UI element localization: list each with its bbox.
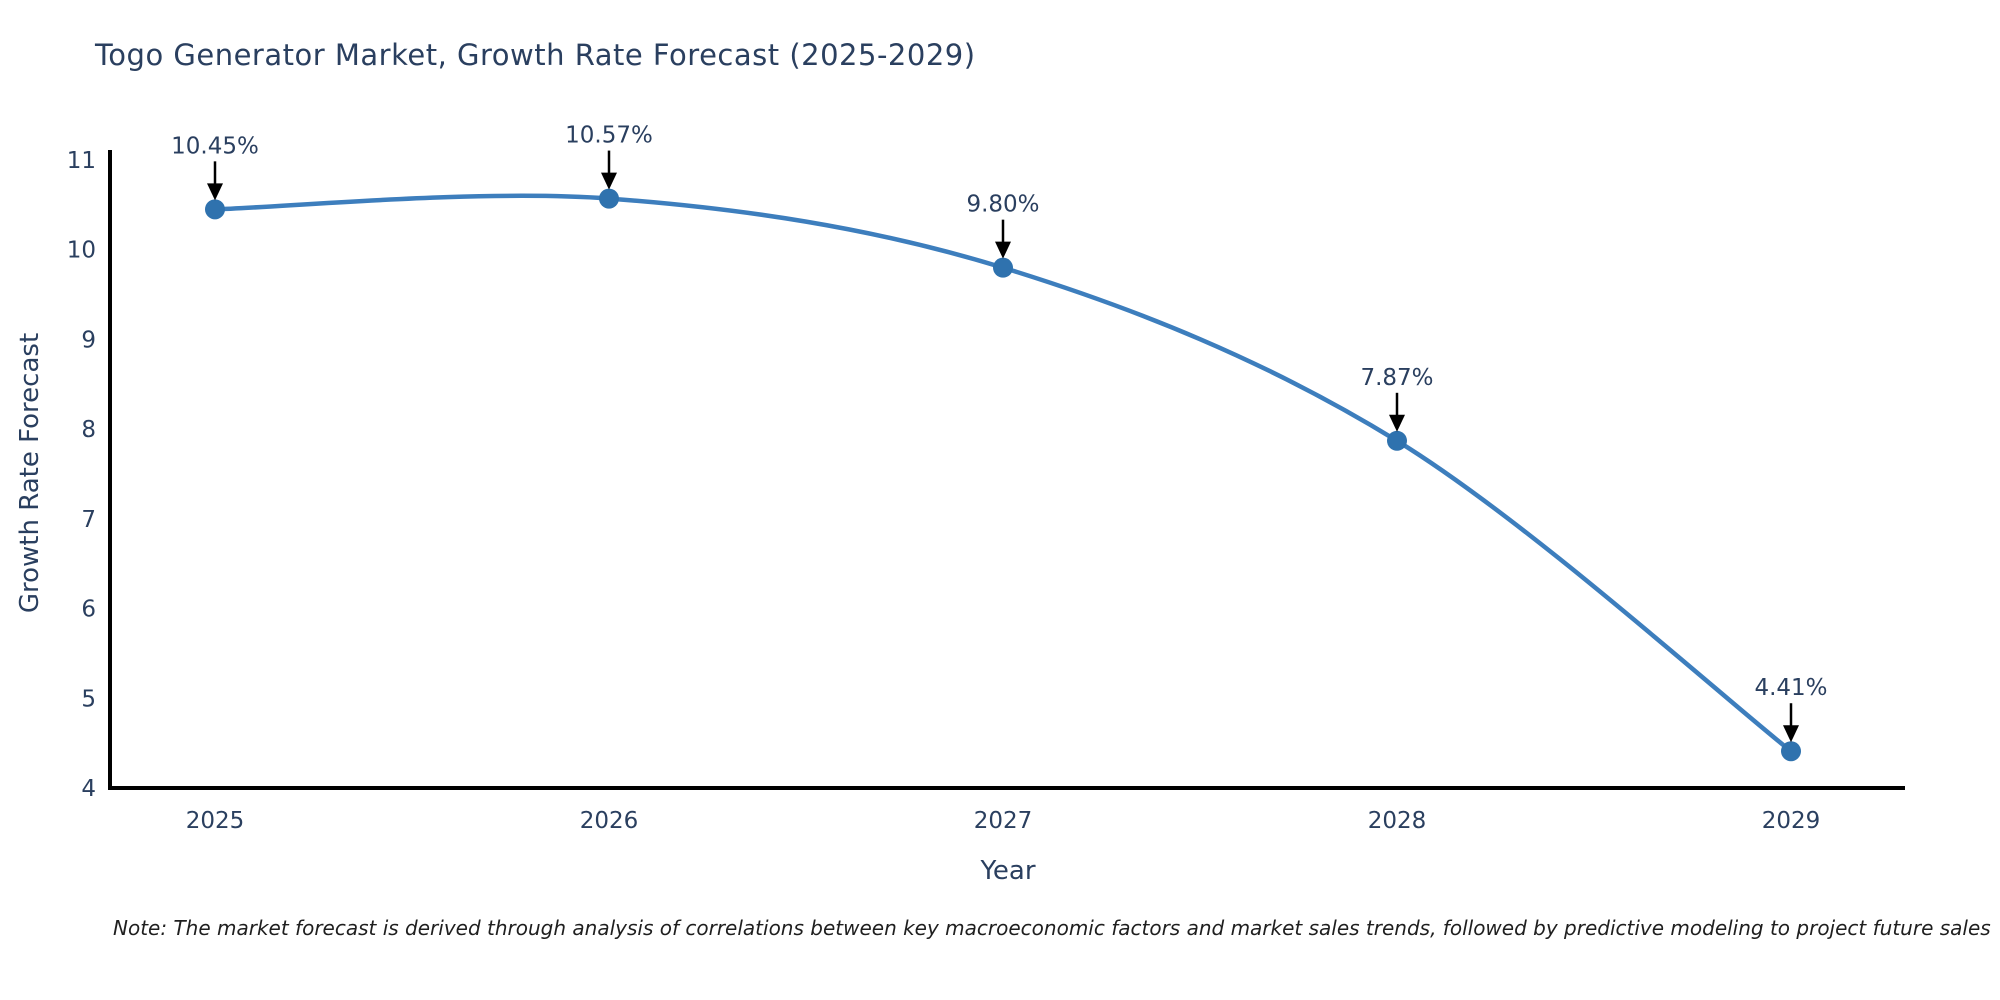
- y-tick-label-11: 11: [67, 148, 96, 174]
- x-tick-label-2025: 2025: [186, 808, 245, 834]
- y-tick-label-10: 10: [67, 238, 96, 264]
- y-tick-label-4: 4: [81, 776, 96, 802]
- annotation-label: 7.87%: [1360, 365, 1433, 391]
- footnote-text: Note: The market forecast is derived thr…: [113, 916, 1991, 940]
- data-point-marker-2025: [205, 199, 225, 220]
- data-point-marker-2029: [1781, 741, 1801, 762]
- y-tick-label-7: 7: [81, 507, 96, 533]
- x-tick-label-2026: 2026: [580, 808, 639, 834]
- annotation-arrow-head: [601, 172, 617, 190]
- annotation-arrow-head: [207, 183, 223, 201]
- annotation-label: 9.80%: [966, 192, 1039, 218]
- x-tick-label-2028: 2028: [1368, 808, 1427, 834]
- annotation-arrow-head: [1389, 414, 1405, 432]
- data-point-marker-2026: [599, 188, 619, 209]
- data-point-marker-2027: [993, 257, 1013, 278]
- forecast-line: [214, 193, 1793, 753]
- data-point-marker-2028: [1387, 430, 1407, 451]
- x-tick-label-2027: 2027: [974, 808, 1033, 834]
- annotation-label: 10.57%: [565, 123, 653, 149]
- x-axis-title: Year: [980, 856, 1036, 886]
- annotation-arrow-head: [995, 241, 1011, 259]
- y-tick-label-9: 9: [81, 327, 96, 353]
- annotation-label: 4.41%: [1754, 675, 1827, 701]
- annotation-arrow-head: [1783, 725, 1799, 743]
- y-tick-label-6: 6: [81, 597, 96, 623]
- annotation-label: 10.45%: [171, 133, 259, 159]
- chart-title: Togo Generator Market, Growth Rate Forec…: [95, 38, 976, 72]
- x-tick-label-2029: 2029: [1762, 808, 1821, 834]
- y-tick-label-5: 5: [81, 686, 96, 712]
- y-tick-label-8: 8: [81, 417, 96, 443]
